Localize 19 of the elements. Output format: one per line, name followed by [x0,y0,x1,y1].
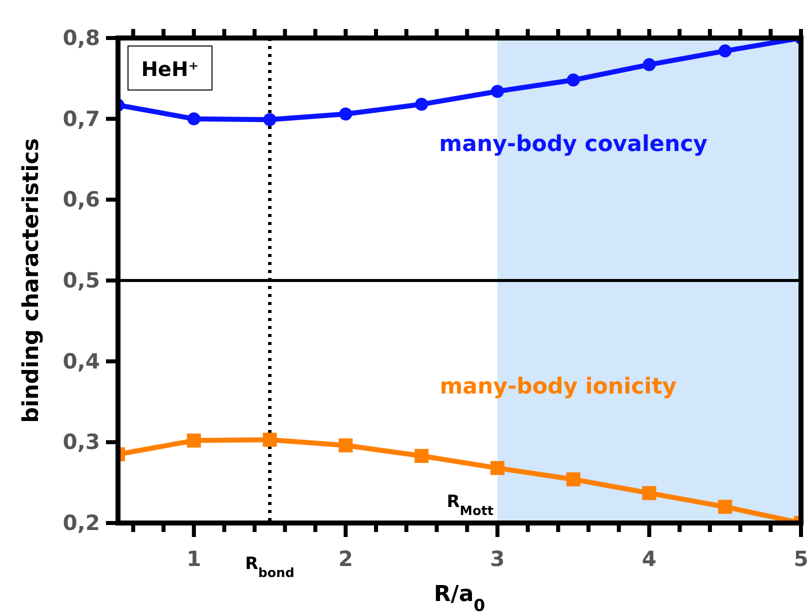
series-label: many-body covalency [439,132,708,158]
y-axis-title: binding characteristics [19,138,44,423]
x-axis-title: R/a$_{0}$ [434,582,486,614]
y-tick-label: 0,5 [62,268,100,292]
y-tick-label: 0,6 [62,188,100,212]
y-tick-label: 0,7 [62,106,100,131]
x-tick-label: 3 [490,547,505,571]
y-tick-label: 0,4 [62,349,100,374]
band-label: R$_{Mott}$ [446,492,494,518]
text: many-body ionicity [440,374,677,400]
x-tick-label: 5 [794,547,808,571]
x-tick-label: 1 [186,547,202,571]
x-tick-label: 4 [642,547,657,571]
annotation: HeH⁺ [141,57,199,81]
x-tick-label: 2 [338,547,353,571]
y-tick-label: 0,8 [62,26,100,50]
y-tick-label: 0,2 [62,511,100,535]
y-tick-label: 0,3 [62,430,100,454]
ref-line-label: R$_{bond}$ [245,554,294,580]
